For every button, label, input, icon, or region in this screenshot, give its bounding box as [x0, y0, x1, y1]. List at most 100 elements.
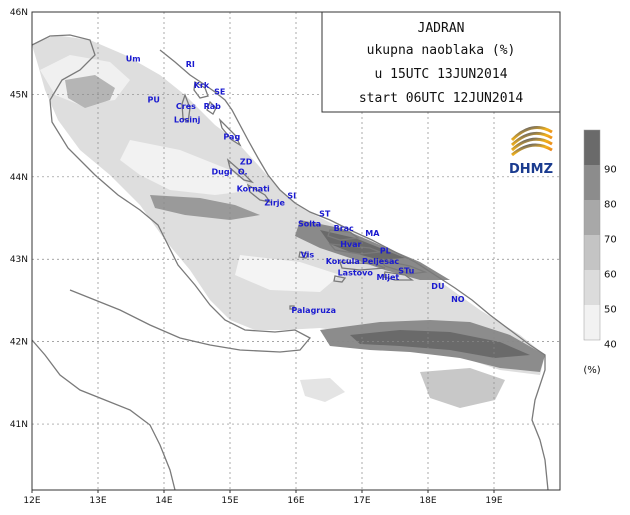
- city-label: Losinj: [174, 115, 201, 124]
- cloud-patch-south-2: [300, 378, 345, 402]
- lon-tick-label: 17E: [353, 496, 370, 506]
- palagruza-island: [289, 305, 295, 310]
- city-label: NO: [451, 295, 465, 304]
- lastovo-island: [333, 275, 347, 283]
- dhmz-logo: DHMZ: [509, 126, 553, 177]
- peljesac-peninsula: [378, 259, 428, 275]
- lat-tick-label: 41N: [10, 420, 28, 430]
- legend-swatch: [584, 165, 600, 200]
- city-label: Mljet: [377, 273, 400, 282]
- vis-island: [298, 251, 309, 259]
- longitude-tick-labels: 12E 13E 14E 15E 16E 17E 18E 19E: [23, 496, 502, 506]
- korcula-island: [339, 261, 386, 271]
- rab-island: [206, 100, 217, 115]
- italian-heel-coastline: [32, 339, 176, 490]
- city-label: Cres: [176, 102, 196, 111]
- title-line-2: ukupna naoblaka (%): [367, 43, 516, 58]
- city-label: Korcula: [326, 257, 360, 266]
- city-label: Rab: [204, 102, 222, 111]
- city-label: Lastovo: [338, 269, 374, 278]
- krk-island: [193, 80, 209, 99]
- legend-tick-label: 40: [604, 340, 617, 351]
- city-label: Pag: [223, 133, 240, 142]
- city-label: SE: [214, 87, 225, 96]
- city-label: SI: [287, 191, 296, 200]
- hvar-island: [328, 243, 381, 255]
- legend-swatch: [584, 200, 600, 235]
- city-label: RI: [186, 60, 195, 69]
- lon-tick-label: 18E: [419, 496, 436, 506]
- cloud-band-light-middle: [120, 140, 255, 195]
- city-label: Dugi: [212, 167, 233, 176]
- legend-frame: [583, 129, 601, 341]
- city-label: Zirje: [264, 199, 285, 208]
- city-label: ST: [319, 209, 331, 218]
- legend-swatch: [584, 270, 600, 305]
- city-label: PU: [148, 96, 160, 105]
- lon-tick-label: 16E: [287, 496, 304, 506]
- coastlines: [32, 34, 549, 490]
- city-label: ZD: [240, 157, 253, 166]
- city-label: Kornati: [237, 185, 270, 194]
- title-line-3: u 15UTC 13JUN2014: [374, 67, 507, 82]
- lon-tick-label: 12E: [23, 496, 40, 506]
- city-label: Palagruza: [291, 306, 336, 315]
- city-label: O.: [238, 167, 248, 176]
- cloud-patch-south-1: [420, 368, 505, 408]
- cloud-shading: [32, 35, 545, 408]
- legend-tick-label: 50: [604, 305, 617, 316]
- lon-tick-label: 19E: [485, 496, 502, 506]
- city-label: DU: [431, 282, 444, 291]
- latitude-tick-labels: 46N 45N 44N 43N 42N 41N: [10, 8, 28, 430]
- cloud-band-medium-north: [65, 75, 115, 108]
- city-label: Vis: [301, 251, 315, 260]
- italian-coastline: [32, 34, 312, 353]
- adriatic-sea-area: [32, 35, 545, 375]
- lat-tick-label: 46N: [10, 8, 28, 18]
- mljet-island: [383, 271, 415, 281]
- legend-swatch: [584, 130, 600, 165]
- city-label: Peljesac: [362, 257, 399, 266]
- cloud-band-light-south: [235, 255, 340, 292]
- legend-tick-label: 80: [604, 200, 617, 211]
- city-label: Krk: [194, 81, 210, 90]
- legend-swatch: [584, 305, 600, 340]
- map-frame: [31, 11, 561, 491]
- city-label: Hvar: [340, 240, 361, 249]
- lon-tick-label: 13E: [89, 496, 106, 506]
- legend-tick-label: 60: [604, 270, 617, 281]
- legend-unit-label: (%): [583, 365, 600, 376]
- lat-tick-label: 42N: [10, 338, 28, 348]
- city-label: Um: [126, 54, 141, 63]
- cloud-band-dark-middle: [150, 195, 260, 220]
- city-label: MA: [365, 229, 380, 238]
- lat-tick-label: 44N: [10, 173, 28, 183]
- city-label: Brac: [334, 224, 354, 233]
- cloud-band-darkest-south: [350, 330, 530, 358]
- lat-tick-label: 45N: [10, 90, 28, 100]
- legend-swatch: [584, 235, 600, 270]
- pag-island: [218, 117, 242, 147]
- balkan-coastline: [159, 49, 549, 490]
- cloud-band-darkest-coast: [320, 230, 405, 260]
- title-box: JADRAN ukupna naoblaka (%) u 15UTC 13JUN…: [321, 11, 561, 113]
- lat-tick-label: 43N: [10, 255, 28, 265]
- legend-tick-label: 70: [604, 235, 617, 246]
- cres-island: [181, 93, 191, 124]
- lon-tick-label: 14E: [155, 496, 172, 506]
- cloud-cover-legend: 40 50 60 70 80 90: [583, 129, 617, 351]
- dhmz-sun-icon: [510, 126, 553, 157]
- dugi-island: [226, 158, 255, 184]
- title-line-1: JADRAN: [418, 21, 465, 36]
- kornati-islands: [246, 183, 272, 203]
- city-label: Solta: [298, 219, 321, 228]
- city-label: STu: [398, 266, 414, 275]
- title-line-4: start 06UTC 12JUN2014: [359, 91, 524, 106]
- city-label: PL: [380, 246, 391, 255]
- dhmz-logo-text: DHMZ: [509, 162, 553, 177]
- lon-tick-label: 15E: [221, 496, 238, 506]
- legend-tick-label: 90: [604, 165, 617, 176]
- brac-island: [327, 229, 360, 241]
